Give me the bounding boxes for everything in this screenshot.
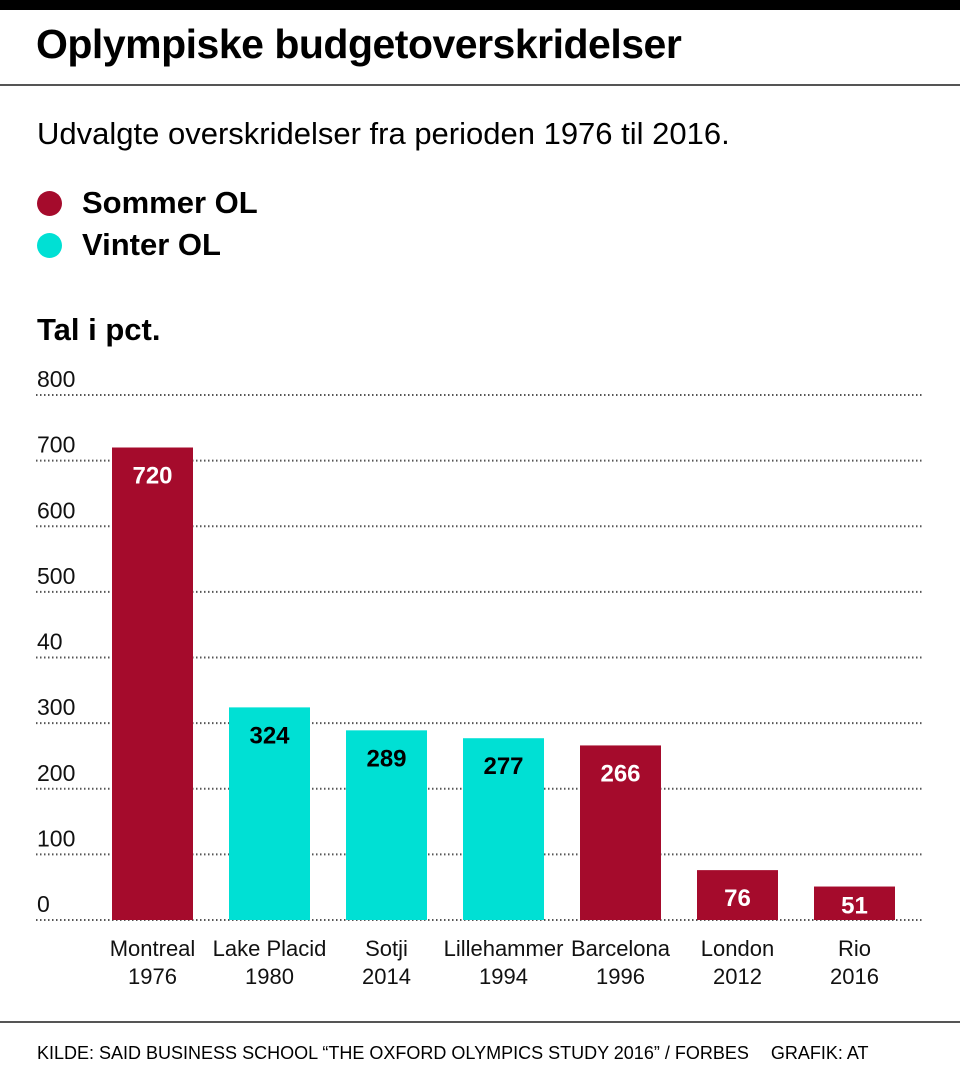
- value-label: 324: [249, 722, 290, 749]
- y-tick-label: 500: [37, 563, 75, 589]
- x-label-city: London: [701, 936, 774, 961]
- legend-item-vinter: Vinter OL: [37, 224, 258, 266]
- legend-label-sommer: Sommer OL: [82, 185, 258, 220]
- x-label-year: 1980: [245, 964, 294, 989]
- y-axis-unit-label: Tal i pct.: [37, 312, 161, 347]
- value-label: 76: [724, 885, 751, 912]
- source-credit: KILDE: SAID BUSINESS SCHOOL “THE OXFORD …: [37, 1043, 749, 1063]
- value-label: 289: [366, 745, 406, 772]
- x-label-year: 2014: [362, 964, 411, 989]
- footer: KILDE: SAID BUSINESS SCHOOL “THE OXFORD …: [37, 1042, 869, 1064]
- y-tick-label: 600: [37, 497, 75, 523]
- bar-lillehammer: [463, 738, 544, 920]
- bar-barcelona: [580, 745, 661, 920]
- value-label: 720: [132, 463, 172, 490]
- x-label-city: Rio: [838, 936, 871, 961]
- bar-london: [697, 870, 778, 920]
- x-label-year: 1994: [479, 964, 528, 989]
- legend-dot-sommer-icon: [37, 190, 62, 216]
- legend-label-vinter: Vinter OL: [82, 227, 221, 262]
- x-label-city: Lillehammer: [444, 936, 564, 961]
- title-divider: [0, 84, 960, 86]
- chart-title: Oplympiske budgetoverskridelser: [36, 21, 682, 67]
- value-label: 266: [600, 760, 640, 787]
- bars: [112, 447, 895, 920]
- x-label-year: 2016: [830, 964, 879, 989]
- y-axis-ticks: 0 100 200 300 40 500 600 700 800: [37, 366, 75, 917]
- x-label-city: Barcelona: [571, 936, 671, 961]
- bar-sotji: [346, 730, 427, 920]
- bar-montreal: [112, 447, 193, 920]
- x-label-year: 1996: [596, 964, 645, 989]
- value-label: 51: [841, 892, 868, 919]
- x-axis-labels: Montreal 1976 Lake Placid 1980 Sotji 2014 Lill…: [110, 936, 879, 989]
- x-label-year: 2012: [713, 964, 762, 989]
- bar-chart: 0 100 200 300 40 500 600 700 800 720 324 289 277 266…: [36, 366, 924, 989]
- y-tick-label: 200: [37, 760, 75, 786]
- y-tick-label: 700: [37, 432, 75, 458]
- legend: Sommer OL Vinter OL: [37, 182, 258, 266]
- x-label-city: Sotji: [365, 936, 408, 961]
- y-tick-label: 40: [37, 629, 63, 655]
- value-label: 277: [483, 753, 523, 780]
- legend-dot-vinter-icon: [37, 232, 62, 258]
- value-labels: 720 324 289 277 266 76 51: [132, 463, 867, 920]
- bar-lake-placid: [229, 707, 310, 920]
- graphic-credit: GRAFIK: AT: [770, 1043, 869, 1063]
- y-tick-label: 100: [37, 825, 75, 851]
- chart-subtitle: Udvalgte overskridelser fra perioden 197…: [37, 116, 730, 151]
- bar-rio: [814, 886, 895, 920]
- top-bar: [0, 0, 960, 10]
- x-label-city: Lake Placid: [213, 936, 327, 961]
- y-tick-label: 800: [37, 366, 75, 392]
- y-tick-label: 0: [37, 891, 50, 917]
- y-tick-label: 300: [37, 694, 75, 720]
- legend-item-sommer: Sommer OL: [37, 182, 258, 224]
- x-label-year: 1976: [128, 964, 177, 989]
- footer-divider: [0, 1021, 960, 1023]
- x-label-city: Montreal: [110, 936, 196, 961]
